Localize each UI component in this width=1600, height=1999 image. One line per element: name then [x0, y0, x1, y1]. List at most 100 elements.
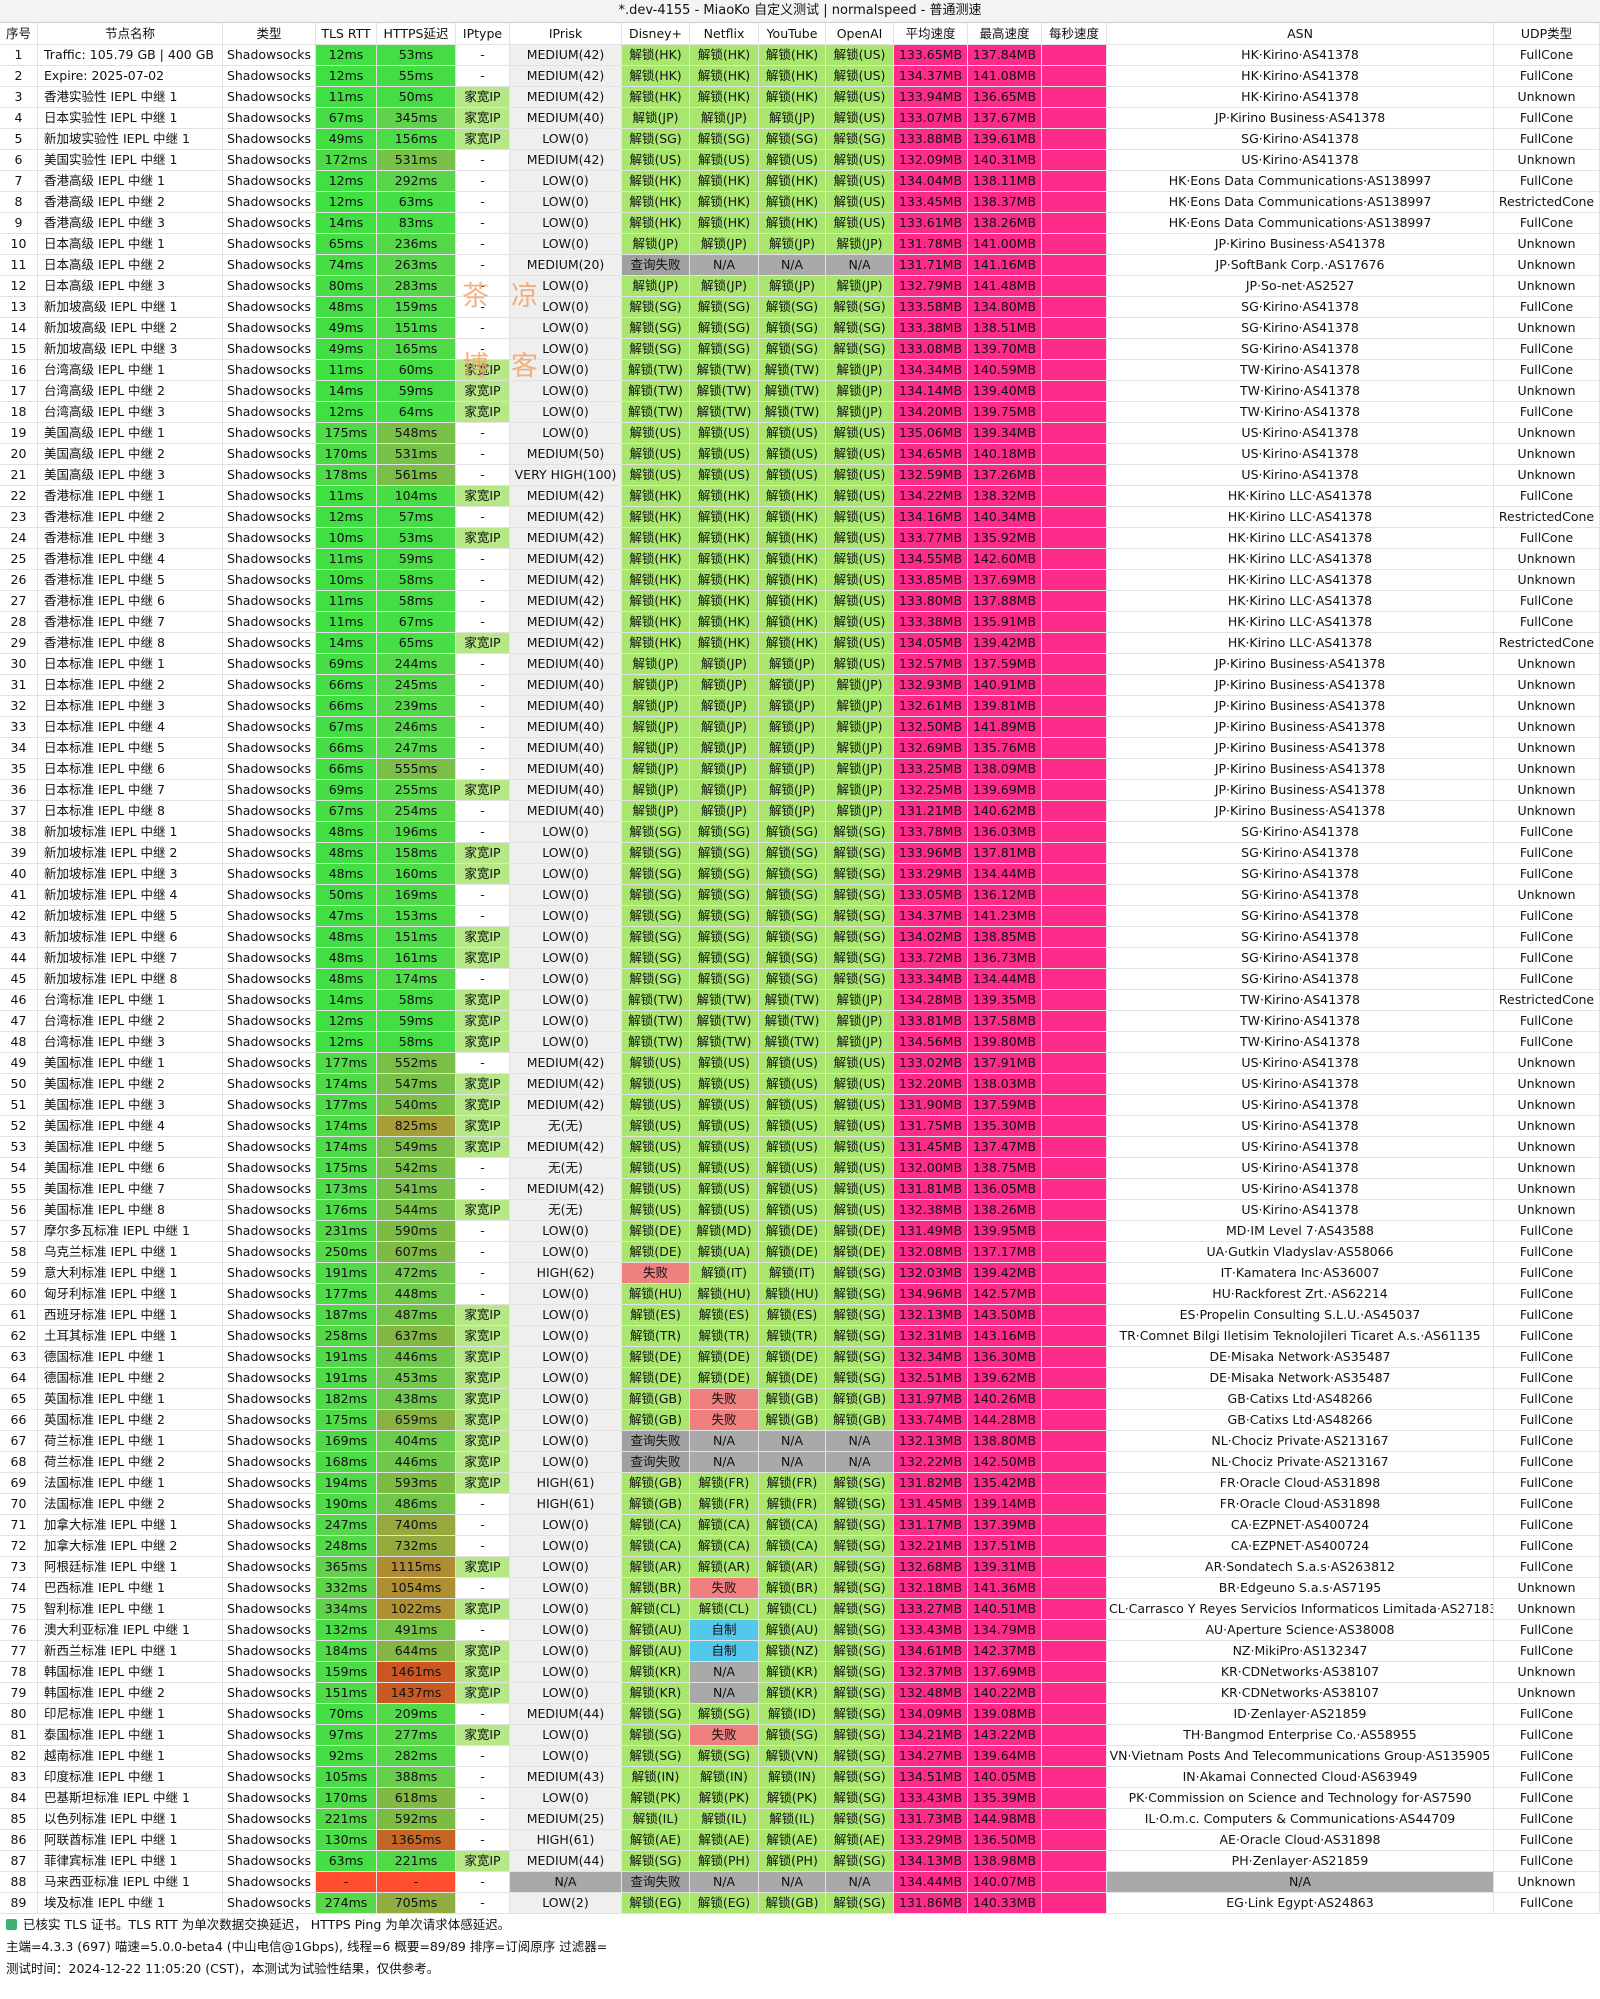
- max-speed: 140.07MB: [968, 1872, 1042, 1893]
- udp-type: Unknown: [1494, 1200, 1600, 1221]
- max-speed: 140.26MB: [968, 1389, 1042, 1410]
- ip-risk: HIGH(61): [510, 1494, 622, 1515]
- youtube: 解锁(SG): [759, 822, 826, 843]
- ip-type: -: [456, 1578, 510, 1599]
- max-speed: 137.58MB: [968, 1011, 1042, 1032]
- node-name: 新加坡标准 IEPL 中继 1: [38, 822, 223, 843]
- openai: 解锁(US): [826, 1179, 894, 1200]
- avg-speed: 133.05MB: [894, 885, 968, 906]
- ip-type: 家宽IP: [456, 402, 510, 423]
- disney: 查询失败: [622, 1872, 690, 1893]
- https-latency: 1365ms: [377, 1830, 456, 1851]
- per-second-speed: [1042, 171, 1107, 192]
- index: 54: [0, 1158, 38, 1179]
- ip-risk: LOW(0): [510, 843, 622, 864]
- protocol: Shadowsocks: [223, 1368, 316, 1389]
- asn: MD·IM Level 7·AS43588: [1107, 1221, 1494, 1242]
- ip-type: -: [456, 549, 510, 570]
- disney: 解锁(JP): [622, 717, 690, 738]
- per-second-speed: [1042, 1200, 1107, 1221]
- https-latency: 254ms: [377, 801, 456, 822]
- youtube: 解锁(HK): [759, 66, 826, 87]
- ip-risk: MEDIUM(40): [510, 738, 622, 759]
- disney: 解锁(SG): [622, 969, 690, 990]
- node-name: 香港实验性 IEPL 中继 1: [38, 87, 223, 108]
- netflix: 解锁(JP): [690, 717, 759, 738]
- youtube: 解锁(US): [759, 465, 826, 486]
- openai: 解锁(SG): [826, 1494, 894, 1515]
- openai: 解锁(SG): [826, 1347, 894, 1368]
- udp-type: FullCone: [1494, 339, 1600, 360]
- disney: 解锁(US): [622, 1095, 690, 1116]
- disney: 解锁(JP): [622, 759, 690, 780]
- udp-type: FullCone: [1494, 1032, 1600, 1053]
- protocol: Shadowsocks: [223, 654, 316, 675]
- asn: GB·Catixs Ltd·AS48266: [1107, 1410, 1494, 1431]
- max-speed: 141.89MB: [968, 717, 1042, 738]
- openai: 解锁(US): [826, 486, 894, 507]
- protocol: Shadowsocks: [223, 1641, 316, 1662]
- per-second-speed: [1042, 570, 1107, 591]
- openai: 解锁(SG): [826, 1578, 894, 1599]
- disney: 解锁(SG): [622, 927, 690, 948]
- max-speed: 138.26MB: [968, 1200, 1042, 1221]
- asn: SG·Kirino·AS41378: [1107, 969, 1494, 990]
- ip-type: -: [456, 66, 510, 87]
- youtube: 解锁(JP): [759, 801, 826, 822]
- asn: DE·Misaka Network·AS35487: [1107, 1368, 1494, 1389]
- disney: 解锁(HK): [622, 66, 690, 87]
- openai: 解锁(SG): [826, 1263, 894, 1284]
- ip-type: 家宽IP: [456, 1662, 510, 1683]
- ip-risk: LOW(0): [510, 1578, 622, 1599]
- netflix: 解锁(SG): [690, 969, 759, 990]
- node-name: 香港高级 IEPL 中继 2: [38, 192, 223, 213]
- udp-type: FullCone: [1494, 1893, 1600, 1914]
- tls-rtt: 274ms: [316, 1893, 377, 1914]
- openai: 解锁(US): [826, 423, 894, 444]
- https-latency: 472ms: [377, 1263, 456, 1284]
- netflix: 解锁(SG): [690, 927, 759, 948]
- https-latency: 63ms: [377, 192, 456, 213]
- per-second-speed: [1042, 528, 1107, 549]
- disney: 解锁(HK): [622, 192, 690, 213]
- avg-speed: 134.16MB: [894, 507, 968, 528]
- youtube: 解锁(HK): [759, 528, 826, 549]
- avg-speed: 132.34MB: [894, 1347, 968, 1368]
- netflix: 解锁(TW): [690, 990, 759, 1011]
- footer-line: 已核实 TLS 证书。TLS RTT 为单次数据交换延迟， HTTPS Ping…: [6, 1914, 1600, 1936]
- netflix: 解锁(SG): [690, 948, 759, 969]
- max-speed: 141.08MB: [968, 66, 1042, 87]
- index: 7: [0, 171, 38, 192]
- ip-type: -: [456, 318, 510, 339]
- ip-type: 家宽IP: [456, 1032, 510, 1053]
- per-second-speed: [1042, 381, 1107, 402]
- ip-type: 家宽IP: [456, 486, 510, 507]
- openai: N/A: [826, 1452, 894, 1473]
- ip-risk: LOW(0): [510, 402, 622, 423]
- asn: UA·Gutkin Vladyslav·AS58066: [1107, 1242, 1494, 1263]
- index: 15: [0, 339, 38, 360]
- node-name: 新加坡标准 IEPL 中继 8: [38, 969, 223, 990]
- udp-type: FullCone: [1494, 1557, 1600, 1578]
- tls-rtt: 170ms: [316, 444, 377, 465]
- index: 77: [0, 1641, 38, 1662]
- udp-type: FullCone: [1494, 1641, 1600, 1662]
- watermark-line: 博客: [462, 351, 560, 382]
- protocol: Shadowsocks: [223, 1032, 316, 1053]
- youtube: 解锁(JP): [759, 738, 826, 759]
- protocol: Shadowsocks: [223, 570, 316, 591]
- udp-type: FullCone: [1494, 969, 1600, 990]
- avg-speed: 133.43MB: [894, 1620, 968, 1641]
- index: 55: [0, 1179, 38, 1200]
- youtube: 解锁(AU): [759, 1620, 826, 1641]
- protocol: Shadowsocks: [223, 885, 316, 906]
- max-speed: 142.57MB: [968, 1284, 1042, 1305]
- index: 47: [0, 1011, 38, 1032]
- column-header: 类型: [223, 23, 316, 45]
- footer-line: 主端=4.3.3 (697) 喵速=5.0.0-beta4 (中山电信@1Gbp…: [6, 1939, 608, 1954]
- udp-type: Unknown: [1494, 1872, 1600, 1893]
- disney: 解锁(US): [622, 1158, 690, 1179]
- udp-type: FullCone: [1494, 927, 1600, 948]
- max-speed: 139.34MB: [968, 423, 1042, 444]
- disney: 解锁(KR): [622, 1683, 690, 1704]
